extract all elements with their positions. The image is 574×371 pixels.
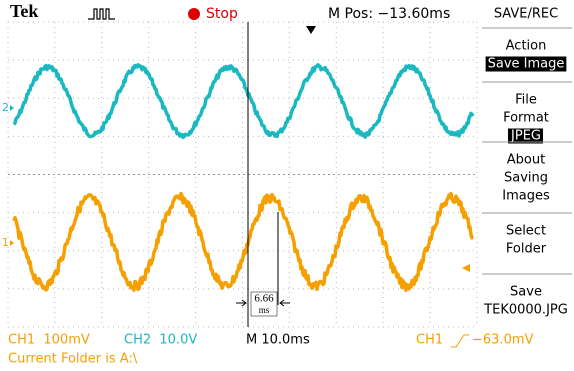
menu-label[interactable]: Images	[502, 189, 550, 204]
menu-label[interactable]: Select	[506, 224, 546, 239]
trigger-source: CH1	[416, 333, 443, 348]
ch1-scale: CH1 100mV	[8, 333, 90, 348]
run-state: Stop	[206, 6, 238, 22]
trigger-level: −63.0mV	[472, 333, 534, 348]
ch1-marker: 1	[2, 236, 9, 249]
menu-label[interactable]: About	[507, 153, 545, 168]
menu-title: SAVE/REC	[494, 7, 558, 22]
display: Tek Stop M Pos: −13.60ms 6.66 ms 2 1 SAV…	[0, 0, 574, 371]
menu-label[interactable]: Folder	[506, 242, 547, 257]
menu-label[interactable]: Action	[506, 39, 547, 54]
ch2-scale: CH2 10.0V	[124, 333, 197, 348]
current-folder: Current Folder is A:\	[8, 352, 138, 367]
menu-value[interactable]: Save Image	[488, 57, 565, 72]
timebase: M 10.0ms	[246, 333, 310, 348]
stop-indicator	[188, 8, 200, 20]
ch2-marker: 2	[2, 101, 9, 114]
menu-value[interactable]: JPEG	[510, 129, 541, 144]
menu-label[interactable]: Saving	[504, 171, 548, 186]
menu-label[interactable]: Save	[510, 285, 542, 300]
brand: Tek	[10, 1, 38, 21]
menu-label[interactable]: Format	[503, 111, 549, 126]
menu-label[interactable]: File	[515, 93, 537, 108]
measure-unit: ms	[259, 305, 270, 315]
scope-screen: Tek Stop M Pos: −13.60ms 6.66 ms 2 1 SAV…	[0, 0, 574, 371]
measure-value: 6.66	[254, 293, 274, 305]
m-pos: M Pos: −13.60ms	[328, 6, 450, 22]
menu-label[interactable]: TEK0000.JPG	[483, 303, 568, 318]
